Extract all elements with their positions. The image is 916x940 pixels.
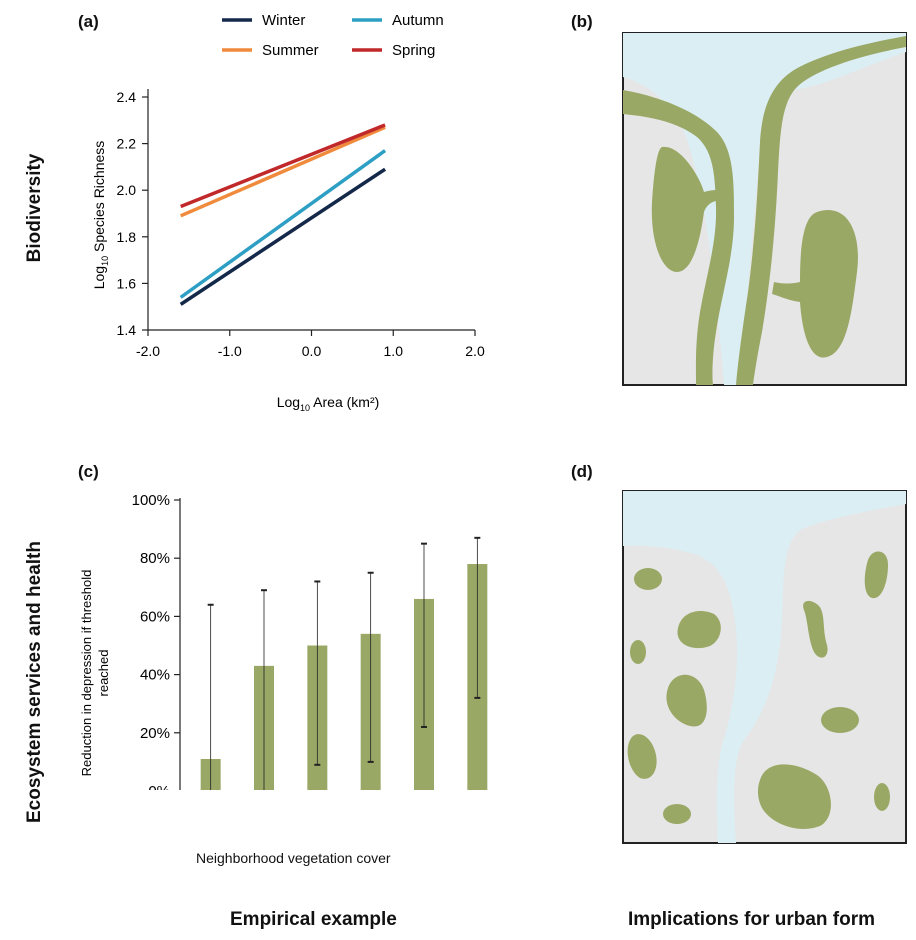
green-patch xyxy=(627,734,657,779)
urban-form-map-corridor xyxy=(622,32,907,386)
panel-label-d: (d) xyxy=(571,462,593,481)
row-label-biodiversity: Biodiversity xyxy=(24,153,45,263)
green-patch xyxy=(803,600,828,658)
green-patch xyxy=(630,640,646,664)
green-patch xyxy=(666,674,707,727)
column-label-empirical: Empirical example xyxy=(230,909,397,930)
panel-label-b: (b) xyxy=(571,12,593,31)
chart-error-bars xyxy=(207,536,481,790)
chart-axes: 1.4 1.6 1.8 2.0 2.2 2.4 -2.0 -1.0 0.0 1.0 2.0 xyxy=(117,89,485,359)
y-tick-label: 2.2 xyxy=(117,136,137,152)
y-tick-label: 1.8 xyxy=(117,229,137,245)
legend-label-autumn: Autumn xyxy=(392,12,444,29)
y-tick-label: 0% xyxy=(148,783,170,790)
series-line-spring xyxy=(180,123,386,209)
y-tick-label: 20% xyxy=(140,725,170,742)
green-corridor-right xyxy=(736,36,906,385)
series-line-autumn xyxy=(179,149,387,299)
green-patch-right xyxy=(772,210,858,358)
species-area-line-chart: Winter Summer Autumn Spring 1.4 1.6 1.8 2.0 2.2… xyxy=(91,12,485,413)
x-tick-label: 2.0 xyxy=(465,343,485,359)
x-axis-label-c: Neighborhood vegetation cover xyxy=(196,850,391,866)
urban-form-map-patches xyxy=(622,490,907,844)
green-patch xyxy=(864,551,888,599)
green-patch xyxy=(634,568,662,590)
chart-bars xyxy=(200,564,488,790)
y-tick-label: 40% xyxy=(140,667,170,684)
green-patch-left xyxy=(651,146,734,272)
chart-axes: 0%20%40%60%80%100%10%15%20%25%30%35% xyxy=(132,492,181,790)
y-axis-label: Reduction in depression if threshold reac… xyxy=(80,570,111,777)
legend-label-winter: Winter xyxy=(262,12,305,29)
legend-label-spring: Spring xyxy=(392,42,435,59)
green-patch xyxy=(677,610,721,649)
series-line-summer xyxy=(180,125,386,218)
x-axis-label: Log10 Area (km²) xyxy=(277,394,380,413)
y-tick-label: 100% xyxy=(132,492,170,509)
x-tick-label: -1.0 xyxy=(218,343,242,359)
row-label-ecosystem: Ecosystem services and health xyxy=(24,541,45,823)
column-label-implications: Implications for urban form xyxy=(628,909,876,930)
green-patch xyxy=(821,707,859,733)
chart-legend: Winter Summer Autumn Spring xyxy=(222,12,444,59)
x-tick-label: 1.0 xyxy=(384,343,404,359)
legend-label-summer: Summer xyxy=(262,42,319,59)
depression-bar-chart: 0%20%40%60%80%100%10%15%20%25%30%35% Red… xyxy=(80,492,488,790)
y-tick-label: 60% xyxy=(140,608,170,625)
y-tick-label: 1.4 xyxy=(117,322,137,338)
x-tick-label: 0.0 xyxy=(302,343,322,359)
series-line-winter xyxy=(179,167,387,306)
panel-label-c: (c) xyxy=(78,462,99,481)
green-patch xyxy=(874,783,890,811)
green-corridor-left xyxy=(623,90,734,385)
y-tick-label: 2.4 xyxy=(117,89,137,105)
green-patch xyxy=(663,804,691,824)
y-tick-label: 2.0 xyxy=(117,182,137,198)
y-tick-label: 1.6 xyxy=(117,275,137,291)
y-axis-label: Log10 Species Richness xyxy=(91,141,110,290)
x-tick-label: -2.0 xyxy=(136,343,160,359)
chart-series-lines xyxy=(179,123,387,306)
green-patch xyxy=(757,764,831,829)
panel-label-a: (a) xyxy=(78,12,99,31)
y-tick-label: 80% xyxy=(140,550,170,567)
river xyxy=(623,491,906,843)
